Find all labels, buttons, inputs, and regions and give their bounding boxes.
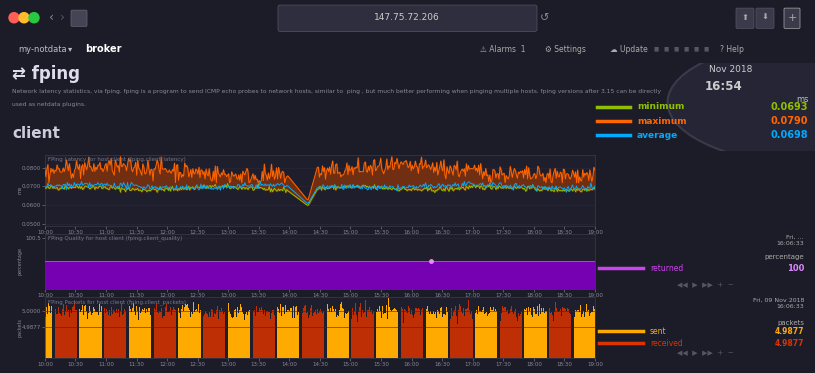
Text: returned: returned <box>650 264 683 273</box>
Text: Fri, ...
16:06:33: Fri, ... 16:06:33 <box>776 235 804 246</box>
FancyBboxPatch shape <box>756 8 774 28</box>
Text: packets: packets <box>18 318 23 337</box>
Text: ◀◀  ▶  ▶▶  +  −: ◀◀ ▶ ▶▶ + − <box>676 282 734 288</box>
Text: ↺: ↺ <box>540 13 549 23</box>
Text: percentage: percentage <box>18 247 23 276</box>
Text: Nov 2018: Nov 2018 <box>709 65 753 74</box>
Text: my-notdata: my-notdata <box>18 44 67 54</box>
Text: FPing Quality for host client (fping.client_quality): FPing Quality for host client (fping.cli… <box>47 235 182 241</box>
Text: ms: ms <box>796 95 808 104</box>
Text: Network latency statistics, via fping. fping is a program to send ICMP echo prob: Network latency statistics, via fping. f… <box>12 89 661 94</box>
Text: client: client <box>12 126 59 141</box>
Text: 16:54: 16:54 <box>705 80 742 93</box>
Circle shape <box>9 13 19 23</box>
Text: used as netdata plugins.: used as netdata plugins. <box>12 101 86 107</box>
Text: 0.0693: 0.0693 <box>771 102 808 112</box>
Text: sent: sent <box>650 327 667 336</box>
Text: maximum: maximum <box>637 116 686 125</box>
Text: ›: › <box>59 11 64 24</box>
Text: 0.0790: 0.0790 <box>771 116 808 126</box>
Text: 147.75.72.206: 147.75.72.206 <box>374 13 440 22</box>
FancyBboxPatch shape <box>71 10 87 26</box>
Text: ■: ■ <box>703 47 708 51</box>
Text: average: average <box>637 131 678 140</box>
FancyBboxPatch shape <box>784 8 800 28</box>
Text: 0.0698: 0.0698 <box>771 130 808 140</box>
Circle shape <box>29 13 39 23</box>
Text: Fri, 09 Nov 2018
16:06:33: Fri, 09 Nov 2018 16:06:33 <box>752 298 804 309</box>
Text: ■: ■ <box>673 47 679 51</box>
Text: received: received <box>650 339 683 348</box>
Text: 100: 100 <box>786 264 804 273</box>
Text: ☁ Update: ☁ Update <box>610 44 648 54</box>
Text: ■: ■ <box>663 47 668 51</box>
Text: 4.9877: 4.9877 <box>774 327 804 336</box>
Text: ▾: ▾ <box>68 44 73 54</box>
Text: ms: ms <box>18 186 23 194</box>
Text: ‹: ‹ <box>50 11 55 24</box>
Text: minimum: minimum <box>637 102 684 112</box>
Text: percentage: percentage <box>764 254 804 260</box>
Circle shape <box>667 39 815 166</box>
FancyBboxPatch shape <box>736 8 754 28</box>
Circle shape <box>19 13 29 23</box>
Text: +: + <box>787 13 797 23</box>
Text: ■: ■ <box>654 47 659 51</box>
Text: ⚠ Alarms  1: ⚠ Alarms 1 <box>480 44 526 54</box>
Text: FPing Latency for host client (fping.client_latency): FPing Latency for host client (fping.cli… <box>47 156 185 162</box>
Text: broker: broker <box>85 44 121 54</box>
Text: ⬇: ⬇ <box>761 13 769 22</box>
Text: ■: ■ <box>683 47 689 51</box>
Text: ⇄ fping: ⇄ fping <box>12 65 80 83</box>
Text: ◀◀  ▶  ▶▶  +  −: ◀◀ ▶ ▶▶ + − <box>676 350 734 356</box>
FancyBboxPatch shape <box>278 5 537 31</box>
Text: FPing Packets for host client (fping.client_packets): FPing Packets for host client (fping.cli… <box>47 299 186 305</box>
Text: ■: ■ <box>694 47 698 51</box>
Text: ⚙ Settings: ⚙ Settings <box>545 44 586 54</box>
Text: packets: packets <box>777 320 804 326</box>
Text: 4.9877: 4.9877 <box>774 339 804 348</box>
Text: ⬆: ⬆ <box>742 13 748 22</box>
Text: ? Help: ? Help <box>720 44 744 54</box>
